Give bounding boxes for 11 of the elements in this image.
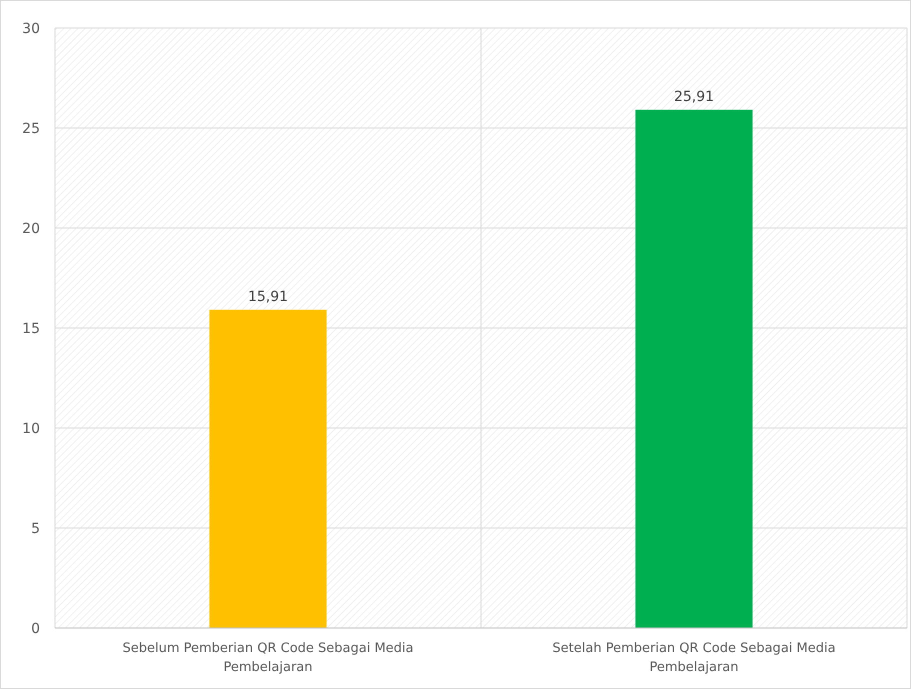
data-label: 25,91 [674,88,714,105]
y-tick-label: 15 [22,320,40,337]
y-tick-label: 5 [31,520,40,537]
y-tick-label: 20 [22,220,40,237]
data-label: 15,91 [248,288,288,305]
y-tick-label: 0 [31,620,40,637]
y-tick-label: 30 [22,20,40,37]
y-tick-label: 25 [22,120,40,137]
x-tick-label: Sebelum Pemberian QR Code Sebagai Media Pembelajaran [122,641,414,675]
x-tick-label: Setelah Pemberian QR Code Sebagai Media Pembelajaran [552,641,836,675]
y-tick-label: 10 [22,420,40,437]
